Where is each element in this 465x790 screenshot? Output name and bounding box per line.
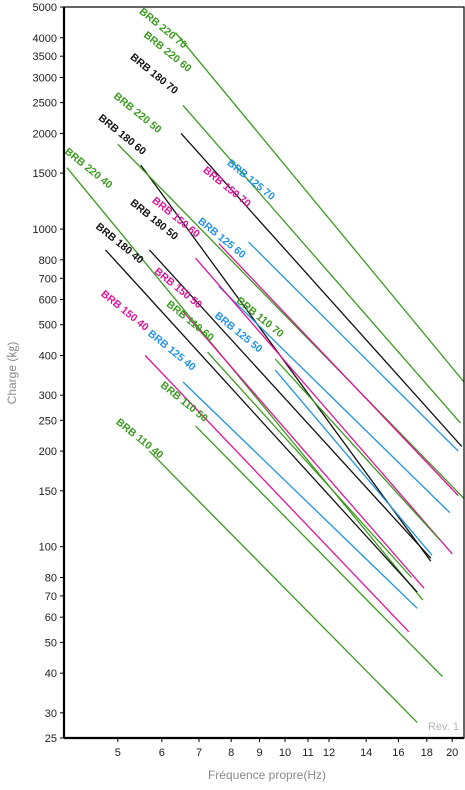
y-tick-label-100: 100 [39,542,57,554]
series-line-brb-220-60 [182,104,461,424]
series-line-brb-180-60 [140,164,432,562]
x-tick-label-12: 12 [323,747,335,759]
y-tick-label-50: 50 [45,637,57,649]
y-tick-label-600: 600 [39,295,57,307]
series-line-brb-110-50 [195,425,443,678]
series-line-brb-180-40 [105,249,418,593]
series-line-brb-110-40 [148,450,418,723]
x-tick-label-10: 10 [279,747,291,759]
series-line-brb-150-60 [195,257,453,555]
series-label-brb-125-40: BRB 125 40 [145,328,198,374]
x-tick-label-16: 16 [392,747,404,759]
y-tick-label-5000: 5000 [33,2,57,14]
y-tick-label-200: 200 [39,446,57,458]
y-tick-label-25: 25 [45,733,57,745]
series-label-brb-180-40: BRB 180 40 [93,221,146,267]
series-label-brb-150-40: BRB 150 40 [98,288,151,334]
x-tick-label-20: 20 [446,747,458,759]
x-tick-label-8: 8 [228,747,234,759]
series-line-brb-180-50 [148,249,432,559]
y-tick-label-30: 30 [45,708,57,720]
y-tick-label-3000: 3000 [33,73,57,85]
y-axis-title: Charge (㎏) [5,342,19,405]
y-tick-label-70: 70 [45,591,57,603]
y-tick-label-40: 40 [45,668,57,680]
x-tick-label-18: 18 [421,747,433,759]
series-line-brb-125-70 [248,241,459,452]
series-label-brb-110-50: BRB 110 50 [158,379,210,424]
x-tick-label-5: 5 [115,747,121,759]
y-tick-label-500: 500 [39,320,57,332]
y-tick-label-150: 150 [39,486,57,498]
series-line-brb-125-40 [182,381,418,609]
series-line-brb-220-40 [66,167,424,601]
y-tick-label-80: 80 [45,573,57,585]
x-tick-label-14: 14 [360,747,372,759]
x-tick-label-6: 6 [159,747,165,759]
y-tick-label-2500: 2500 [33,98,57,110]
y-tick-label-1500: 1500 [33,168,57,180]
series-layer [66,32,465,723]
y-tick-label-700: 700 [39,273,57,285]
y-tick-label-300: 300 [39,390,57,402]
x-tick-label-7: 7 [196,747,202,759]
series-line-brb-150-70 [218,243,459,496]
y-tick-label-400: 400 [39,351,57,363]
y-tick-label-60: 60 [45,612,57,624]
series-line-brb-125-50 [274,369,433,556]
series-line-brb-220-70 [174,32,465,383]
x-tick-label-9: 9 [257,747,263,759]
axes-layer: 25 30 40 50 60 70 80 100 150 200 250 300 400 500 600 70… [33,2,465,759]
series-line-brb-150-50 [182,311,425,589]
y-tick-label-2000: 2000 [33,128,57,140]
y-tick-label-3500: 3500 [33,51,57,63]
y-tick-label-250: 250 [39,415,57,427]
series-label-brb-220-40: BRB 220 40 [62,146,115,192]
series-line-brb-150-40 [144,355,410,633]
x-tick-label-11: 11 [302,747,313,759]
y-tick-label-800: 800 [39,255,57,267]
series-line-brb-220-50 [117,143,465,499]
x-axis-title: Fréquence propre(Hz) [208,768,326,782]
series-line-brb-110-70 [274,358,441,541]
series-line-brb-125-60 [218,285,451,514]
plot-frame [63,6,465,739]
series-line-brb-110-60 [207,351,413,578]
series-label-brb-110-40: BRB 110 40 [114,416,166,461]
revision-annotation: Rev. 1 [428,721,459,733]
y-tick-label-1000: 1000 [33,224,57,236]
series-label-brb-125-60: BRB 125 60 [195,215,248,261]
series-line-brb-180-70 [180,132,463,447]
y-tick-label-4000: 4000 [33,33,57,45]
